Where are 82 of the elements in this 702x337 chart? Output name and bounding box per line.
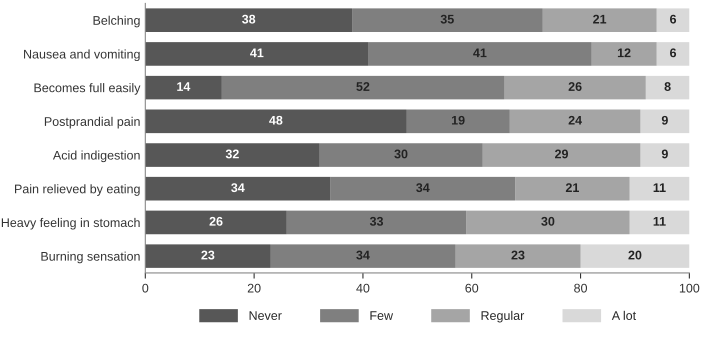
bar (145, 210, 287, 234)
bar (656, 42, 690, 66)
y-tick-label: Heavy feeling in stomach (2, 218, 140, 230)
x-tick-label: 20 (248, 284, 261, 293)
bar (542, 8, 657, 32)
data-label: 34 (356, 250, 370, 260)
bar (504, 76, 646, 100)
y-tick-label: Belching (94, 16, 140, 28)
bar (640, 110, 690, 134)
legend-label: Few (370, 311, 394, 320)
x-tick-label: 100 (680, 284, 700, 293)
data-label: 30 (394, 150, 408, 158)
data-label: 34 (231, 183, 245, 192)
bar (286, 210, 466, 234)
y-tick-label: Postprandial pain (44, 116, 140, 128)
data-label: 38 (242, 14, 256, 24)
data-label: 29 (554, 150, 568, 158)
data-label: 21 (593, 14, 606, 24)
data-label: 26 (210, 216, 223, 226)
data-label: 14 (177, 82, 190, 91)
data-label: 32 (226, 150, 239, 158)
data-label: 41 (473, 48, 487, 58)
y-tick-label: Acid indigestion (52, 150, 140, 162)
bar (368, 42, 592, 66)
bar (221, 76, 504, 100)
data-label: 26 (568, 82, 582, 91)
x-tick-label: 40 (356, 284, 370, 293)
bar (145, 8, 352, 32)
bar (145, 76, 222, 100)
y-tick-label: Becomes full easily (34, 83, 140, 95)
bar (510, 110, 640, 134)
data-label: 34 (416, 183, 430, 192)
data-label: 35 (440, 14, 454, 24)
bar (646, 76, 690, 100)
data-label: 30 (541, 216, 554, 226)
data-label: 9 (662, 150, 668, 158)
legend-label: A lot (612, 310, 636, 320)
bar (630, 176, 690, 201)
legend-label: Regular (482, 310, 524, 322)
bar (352, 8, 542, 32)
bar (145, 42, 368, 66)
data-label: 6 (670, 14, 676, 24)
bar (656, 8, 690, 32)
data-label: 11 (654, 217, 666, 226)
data-label: 52 (356, 82, 370, 91)
bar (630, 210, 690, 234)
bar (319, 143, 483, 167)
legend-label: Never (250, 311, 282, 320)
data-label: 20 (628, 250, 642, 260)
bar (270, 244, 456, 268)
bar (515, 176, 630, 201)
x-tick-label: 80 (574, 284, 588, 293)
bar (145, 244, 270, 268)
data-label: 48 (269, 116, 282, 125)
bar (455, 244, 581, 268)
data-label: 23 (511, 250, 524, 260)
y-tick-label: Nausea and vomiting (24, 49, 140, 62)
data-label: 24 (568, 116, 582, 125)
data-label: 9 (662, 116, 668, 125)
data-label: 8 (664, 82, 671, 91)
data-label: 21 (566, 183, 579, 192)
data-label: 12 (618, 48, 631, 58)
y-tick-label: Burning sensation (41, 252, 140, 264)
data-label: 6 (670, 48, 676, 58)
data-label: 19 (452, 116, 465, 125)
y-tick-label: Pain relieved by eating (15, 184, 140, 196)
bar (145, 176, 330, 201)
bar (145, 110, 406, 134)
bar (145, 143, 320, 167)
data-label: 33 (370, 216, 384, 226)
data-label: 23 (201, 250, 214, 260)
x-tick-label: 60 (465, 284, 478, 293)
bar (482, 143, 640, 167)
bar (406, 110, 510, 134)
bar (466, 210, 630, 234)
bar (580, 244, 690, 268)
bar (640, 143, 690, 167)
x-tick-label: 0 (142, 284, 148, 293)
bar (591, 42, 657, 66)
data-label: 11 (654, 183, 666, 192)
bar (330, 176, 516, 201)
data-label: 41 (250, 48, 264, 58)
